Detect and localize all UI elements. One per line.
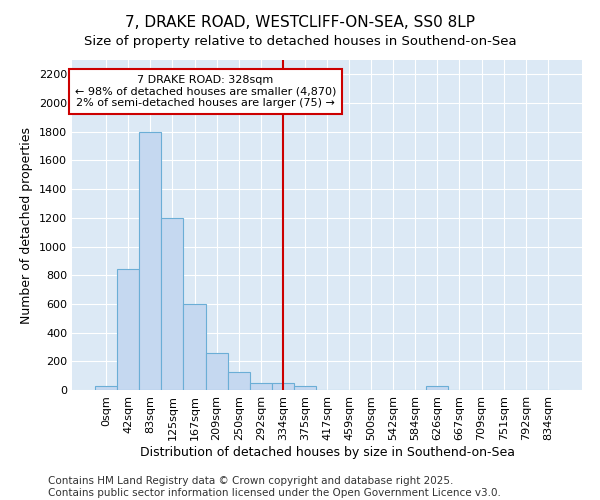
Bar (117, 270, 139, 390)
Bar (427, 386, 448, 390)
Bar (206, 354, 227, 390)
Bar (227, 372, 250, 390)
Bar (294, 386, 316, 390)
Bar (184, 304, 206, 390)
Text: Size of property relative to detached houses in Southend-on-Sea: Size of property relative to detached ho… (83, 35, 517, 48)
Bar (161, 218, 184, 390)
Text: 7 DRAKE ROAD: 328sqm
← 98% of detached houses are smaller (4,870)
2% of semi-det: 7 DRAKE ROAD: 328sqm ← 98% of detached h… (75, 75, 336, 108)
Bar (95, 386, 117, 390)
Text: Contains HM Land Registry data © Crown copyright and database right 2025.
Contai: Contains HM Land Registry data © Crown c… (48, 476, 501, 498)
Bar (250, 383, 272, 390)
Text: 7, DRAKE ROAD, WESTCLIFF-ON-SEA, SS0 8LP: 7, DRAKE ROAD, WESTCLIFF-ON-SEA, SS0 8LP (125, 15, 475, 30)
Bar (139, 132, 161, 390)
X-axis label: Distribution of detached houses by size in Southend-on-Sea: Distribution of detached houses by size … (139, 446, 515, 458)
Y-axis label: Number of detached properties: Number of detached properties (20, 126, 34, 324)
Bar (272, 383, 294, 390)
